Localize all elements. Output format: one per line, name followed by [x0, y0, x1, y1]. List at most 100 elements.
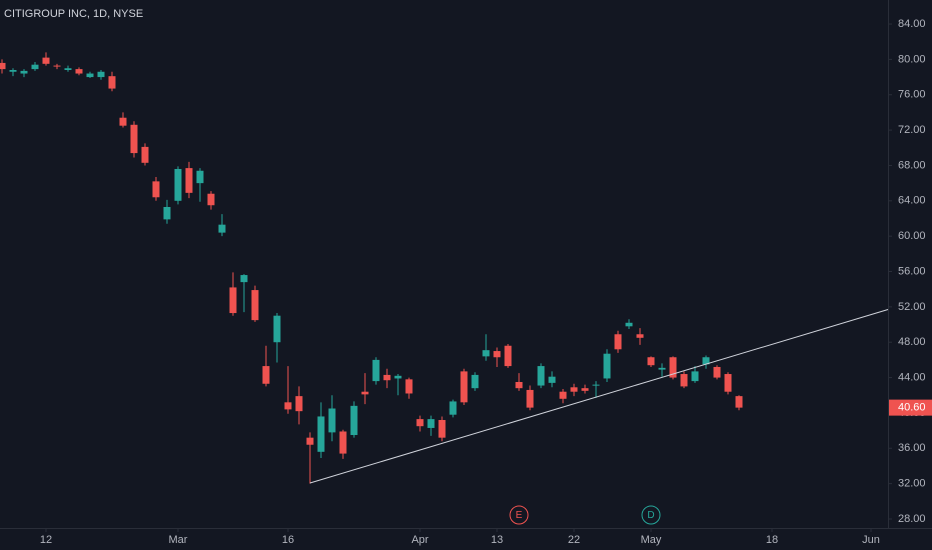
candle-body: [581, 388, 589, 391]
candle-body: [64, 68, 72, 70]
y-tick-label: 72.00: [898, 124, 926, 136]
candle-body: [207, 193, 215, 206]
candle-body: [42, 57, 50, 64]
candle-body: [251, 290, 259, 321]
x-tick-label: May: [641, 534, 662, 546]
candle-body: [647, 357, 655, 366]
y-tick-label: 76.00: [898, 89, 926, 101]
x-tick-label: 18: [766, 534, 778, 546]
candle-body: [174, 168, 182, 201]
y-tick-label: 44.00: [898, 371, 926, 383]
candle-body: [339, 431, 347, 454]
candle-body: [416, 419, 424, 427]
candle-body: [350, 405, 358, 436]
candle-body: [86, 73, 94, 78]
event-marker: [641, 505, 661, 525]
candle-body: [108, 76, 116, 89]
y-tick-label: 84.00: [898, 18, 926, 30]
candle-body: [0, 62, 6, 70]
candle-body: [592, 384, 600, 386]
candle-body: [9, 69, 17, 72]
candle-body: [394, 375, 402, 379]
candle-body: [548, 376, 556, 383]
candle-body: [152, 181, 160, 198]
x-tick-label: 12: [40, 534, 52, 546]
candle-body: [669, 357, 677, 378]
candle-body: [306, 437, 314, 445]
candle-body: [295, 396, 303, 412]
y-tick-label: 56.00: [898, 265, 926, 277]
candle-body: [383, 374, 391, 381]
y-tick-label: 48.00: [898, 336, 926, 348]
candle-body: [636, 334, 644, 338]
candle-body: [614, 334, 622, 350]
y-tick-label: 28.00: [898, 513, 926, 525]
x-tick-label: Jun: [862, 534, 880, 546]
price-tag: [889, 399, 932, 416]
trend-line: [309, 309, 889, 484]
candle-body: [713, 366, 721, 378]
candle-body: [603, 353, 611, 379]
x-tick-label: Apr: [411, 534, 428, 546]
candle-body: [75, 69, 83, 74]
candle-body: [229, 287, 237, 314]
candle-body: [449, 401, 457, 415]
candle-body: [119, 117, 127, 126]
candle-body: [526, 389, 534, 408]
x-tick-label: 22: [568, 534, 580, 546]
candle-body: [460, 371, 468, 403]
event-marker: [509, 505, 529, 525]
candle-body: [658, 367, 666, 370]
candle-body: [196, 170, 204, 184]
y-tick-label: 32.00: [898, 478, 926, 490]
candle-body: [130, 124, 138, 154]
candle-body: [482, 350, 490, 357]
x-tick-label: 16: [282, 534, 294, 546]
candle-body: [262, 366, 270, 384]
y-tick-label: 80.00: [898, 53, 926, 65]
y-tick-label: 52.00: [898, 301, 926, 313]
candle-body: [724, 374, 732, 392]
candle-body: [493, 351, 501, 358]
y-tick-label: 64.00: [898, 195, 926, 207]
candle-body: [97, 71, 105, 78]
y-tick-label: 68.00: [898, 159, 926, 171]
candle-body: [273, 315, 281, 343]
candle-body: [691, 371, 699, 382]
candle-body: [537, 366, 545, 386]
price-tag-label: 40.60: [898, 402, 926, 414]
candle-body: [504, 345, 512, 367]
candle-body: [185, 168, 193, 193]
candle-body: [515, 381, 523, 389]
candle-body: [317, 416, 325, 452]
candle-body: [735, 396, 743, 408]
candle-body: [405, 379, 413, 394]
chart-title: CITIGROUP INC, 1D, NYSE: [4, 8, 143, 20]
y-tick-label: 36.00: [898, 442, 926, 454]
y-tick-label: 60.00: [898, 230, 926, 242]
candle-body: [570, 387, 578, 392]
candle-body: [31, 64, 39, 70]
x-tick-label: 13: [491, 534, 503, 546]
event-label: D: [647, 510, 654, 521]
candle-body: [559, 391, 567, 399]
candle-body: [20, 70, 28, 74]
candle-body: [427, 419, 435, 428]
candle-body: [625, 322, 633, 327]
candle-body: [328, 408, 336, 433]
candle-body: [240, 275, 248, 283]
candle-body: [438, 419, 446, 438]
candle-body: [53, 65, 61, 67]
candle-body: [361, 391, 369, 395]
event-label: E: [516, 510, 523, 521]
candle-body: [702, 357, 710, 365]
candle-body: [163, 206, 171, 220]
candle-body: [284, 402, 292, 410]
x-tick-label: Mar: [169, 534, 188, 546]
candle-body: [141, 146, 149, 163]
candle-body: [372, 359, 380, 382]
candle-body: [218, 224, 226, 233]
